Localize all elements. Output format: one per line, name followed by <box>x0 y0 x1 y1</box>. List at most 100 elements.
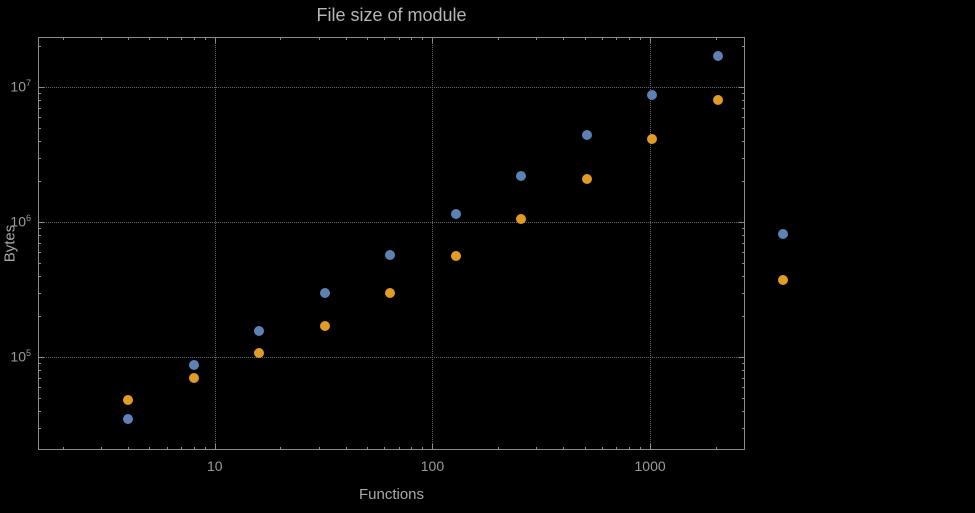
x-tick-mark <box>432 37 434 43</box>
y-tick-mark <box>38 228 41 230</box>
x-tick-mark <box>584 447 586 450</box>
x-tick-mark <box>366 37 368 40</box>
y-axis-label-wrap: Bytes <box>0 37 20 450</box>
y-tick-label: 105 <box>10 348 31 365</box>
y-tick-mark <box>742 108 745 109</box>
data-point-series-2 <box>581 173 592 184</box>
y-tick-mark <box>38 222 44 224</box>
y-tick-mark <box>742 157 745 159</box>
y-tick-mark <box>38 108 41 109</box>
x-tick-mark <box>536 37 538 40</box>
y-tick-mark <box>742 316 745 318</box>
x-tick-mark <box>584 37 586 40</box>
y-tick-mark <box>38 140 41 142</box>
gridline-vertical <box>214 37 216 450</box>
x-tick-mark <box>563 37 565 40</box>
y-tick-mark <box>739 222 745 224</box>
data-point-series-1 <box>254 326 265 337</box>
y-tick-mark <box>742 243 745 244</box>
y-tick-mark <box>38 316 41 318</box>
x-tick-mark <box>181 447 183 450</box>
data-point-series-1 <box>450 208 461 219</box>
x-tick-mark <box>497 37 499 40</box>
x-tick-mark <box>280 37 282 40</box>
x-tick-mark <box>193 37 195 40</box>
x-tick-mark <box>193 447 195 450</box>
y-tick-mark <box>742 275 745 277</box>
y-tick-mark <box>38 387 41 389</box>
y-tick-mark <box>38 363 41 365</box>
x-tick-mark <box>128 447 130 450</box>
data-point-series-2 <box>188 372 199 383</box>
data-point-series-1 <box>385 250 396 261</box>
data-point-series-1 <box>778 228 789 239</box>
y-tick-mark <box>742 370 745 372</box>
data-point-series-2 <box>385 287 396 298</box>
y-tick-mark <box>38 117 41 119</box>
x-tick-mark <box>366 447 368 450</box>
x-tick-mark <box>601 37 603 40</box>
y-tick-mark <box>38 100 41 102</box>
x-tick-mark <box>345 37 347 40</box>
data-point-series-1 <box>581 130 592 141</box>
y-tick-mark <box>742 100 745 102</box>
data-point-series-1 <box>647 89 658 100</box>
y-tick-mark <box>38 292 41 294</box>
gridline-vertical <box>650 37 652 450</box>
y-tick-mark <box>742 410 745 412</box>
y-tick-mark <box>38 181 41 183</box>
y-tick-mark <box>38 397 41 399</box>
x-tick-mark <box>398 447 400 450</box>
x-tick-mark <box>214 444 216 450</box>
x-tick-mark <box>628 447 630 450</box>
x-tick-mark <box>563 447 565 450</box>
x-tick-mark <box>422 37 424 40</box>
gridline-horizontal <box>38 222 745 224</box>
data-point-series-2 <box>712 95 723 106</box>
x-tick-mark <box>101 37 103 40</box>
x-tick-mark <box>204 37 206 40</box>
gridline-vertical <box>432 37 434 450</box>
x-tick-mark <box>398 37 400 40</box>
y-tick-mark <box>38 357 44 359</box>
x-tick-mark <box>715 37 717 40</box>
x-tick-mark <box>616 447 618 450</box>
y-tick-mark <box>38 377 41 379</box>
y-tick-mark <box>739 87 745 89</box>
x-tick-label: 10 <box>207 458 223 474</box>
y-tick-mark <box>38 243 41 244</box>
y-tick-mark <box>38 275 41 277</box>
y-tick-mark <box>742 93 745 95</box>
y-tick-mark <box>38 46 41 48</box>
y-tick-mark <box>38 87 44 89</box>
x-tick-label: 100 <box>420 458 445 474</box>
x-tick-mark <box>640 37 642 40</box>
x-tick-mark <box>62 447 64 450</box>
y-tick-mark <box>38 427 41 429</box>
chart-title: File size of module <box>316 5 467 25</box>
x-tick-mark <box>181 37 183 40</box>
x-tick-label: 1000 <box>634 458 666 474</box>
y-tick-mark <box>38 157 41 159</box>
y-tick-mark <box>38 252 41 254</box>
data-point-series-1 <box>123 413 134 424</box>
data-point-series-1 <box>188 359 199 370</box>
y-tick-mark <box>742 181 745 183</box>
x-tick-mark <box>422 447 424 450</box>
data-point-series-2 <box>123 395 134 406</box>
x-tick-mark <box>715 447 717 450</box>
y-tick-mark <box>742 262 745 264</box>
y-tick-mark <box>742 387 745 389</box>
y-tick-label: 106 <box>10 213 31 230</box>
y-tick-mark <box>742 252 745 254</box>
y-tick-mark <box>742 363 745 365</box>
y-tick-mark <box>742 117 745 119</box>
data-point-series-2 <box>450 251 461 262</box>
x-tick-mark <box>497 447 499 450</box>
x-tick-mark <box>280 447 282 450</box>
data-point-series-2 <box>516 214 527 225</box>
x-tick-mark <box>101 447 103 450</box>
x-tick-mark <box>601 447 603 450</box>
y-tick-mark <box>38 262 41 264</box>
x-tick-mark <box>411 37 413 40</box>
